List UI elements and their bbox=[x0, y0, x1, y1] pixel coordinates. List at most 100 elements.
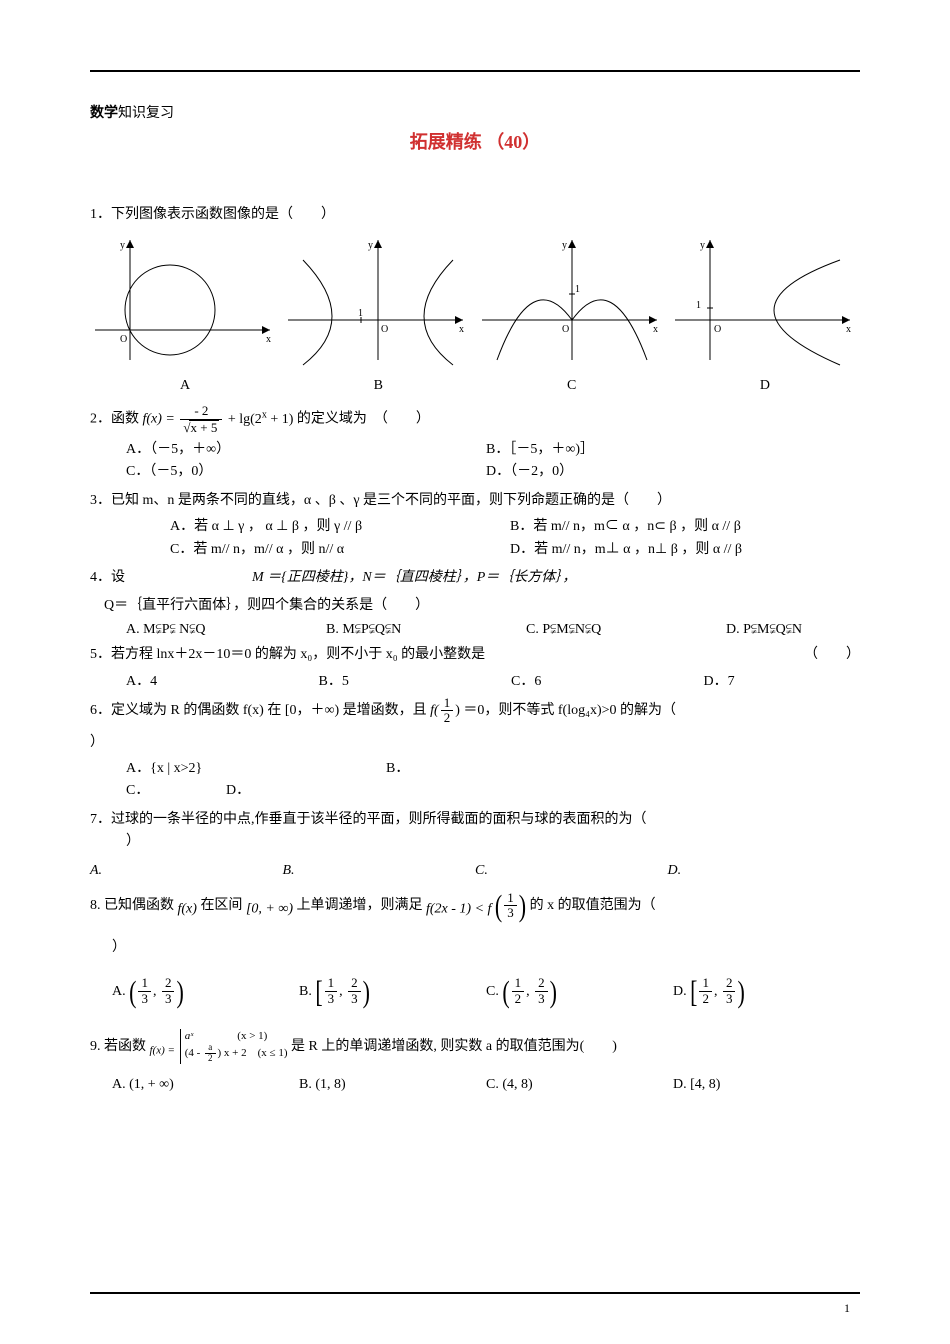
graph-c: y x O 1 bbox=[477, 230, 667, 370]
svg-text:O: O bbox=[381, 324, 388, 335]
q8-close: ） bbox=[112, 937, 860, 959]
q2-opt-a: A．（－5，＋∞） bbox=[126, 439, 446, 461]
q5-tail: （ ） bbox=[804, 644, 860, 666]
q4-line2: Q＝｛直平行六面体｝，则四个集合的关系是（ ） bbox=[104, 595, 860, 617]
graph-d: y x O 1 bbox=[670, 230, 860, 370]
q9-piecewise: aˣ (x > 1) (4 - a2) x + 2 (x ≤ 1) bbox=[180, 1029, 288, 1064]
q8-opt-b: B. [13, 23) bbox=[299, 974, 486, 1009]
q4-line1: 4．设 M ＝{正四棱柱}，N＝｛直四棱柱｝，P＝｛长方体｝， bbox=[90, 567, 860, 589]
q6-half: 12 bbox=[441, 696, 454, 726]
q8-opt-c: C. (12, 23) bbox=[486, 974, 673, 1009]
page-number: 1 bbox=[844, 1301, 850, 1316]
q2-den: √x + 5 bbox=[180, 420, 222, 435]
q2-log: + lg(2x + 1) bbox=[228, 412, 294, 427]
svg-text:x: x bbox=[653, 324, 658, 335]
q4-opt-d: D. P⫋M⫋Q⫋N bbox=[726, 622, 802, 638]
q5-opt-b: B．5 bbox=[319, 670, 512, 690]
label-a: A bbox=[90, 378, 280, 394]
q3-opt-c: C．若 m// n，m// α ，则 n// α bbox=[170, 539, 470, 561]
svg-text:1: 1 bbox=[575, 284, 580, 295]
svg-text:y: y bbox=[562, 240, 567, 251]
top-rule bbox=[90, 70, 860, 72]
q9-opt-a: A. (1, + ∞) bbox=[112, 1074, 299, 1096]
q6-opt-c: C． bbox=[126, 780, 186, 802]
q5-options: A．4 B．5 C．6 D．7 bbox=[126, 670, 896, 690]
q9-opt-d: D. [4, 8) bbox=[673, 1074, 860, 1096]
q5-opt-a: A．4 bbox=[126, 670, 319, 690]
label-c: C bbox=[477, 378, 667, 394]
q5-opt-c: C．6 bbox=[511, 670, 704, 690]
graph-labels: A B C D bbox=[90, 378, 860, 394]
q9-opt-c: C. (4, 8) bbox=[486, 1074, 673, 1096]
q6-stem: 6．定义域为 R 的偶函数 f(x) 在 [0，＋∞) 是增函数，且 f(12)… bbox=[90, 696, 860, 726]
q4-body: M ＝{正四棱柱}，N＝｛直四棱柱｝，P＝｛长方体｝， bbox=[252, 570, 576, 585]
svg-text:x: x bbox=[266, 334, 271, 345]
q2-suffix: 的定义域为 （ ） bbox=[297, 412, 430, 427]
q7-opt-c: C. bbox=[475, 860, 668, 882]
label-d: D bbox=[670, 378, 860, 394]
q2-fx: f(x) = bbox=[143, 412, 175, 427]
q6-opt-b: B． bbox=[386, 758, 409, 780]
q7-opt-a: A. bbox=[90, 860, 283, 882]
q6-opt-d: D． bbox=[226, 780, 250, 802]
q9-stem: 9. 若函数 f(x) = aˣ (x > 1) (4 - a2) x + 2 … bbox=[90, 1029, 860, 1064]
subject-bold: 数学 bbox=[90, 106, 118, 121]
q3-opt-a: A．若 α ⊥ γ ， α ⊥ β ，则 γ // β bbox=[170, 516, 470, 538]
q5-stem-row: 5．若方程 lnx＋2x－10＝0 的解为 x₀，则不小于 x₀ 的最小整数是 … bbox=[90, 644, 860, 666]
q7-opt-d: D. bbox=[668, 860, 861, 882]
q3-options: A．若 α ⊥ γ ， α ⊥ β ，则 γ // β B．若 m// n，m⊂… bbox=[170, 516, 860, 561]
q4-opt-a: A. M⫋P⫋ N⫋Q bbox=[126, 622, 286, 638]
q2-opt-c: C．（－5，0） bbox=[126, 461, 446, 483]
q2-opt-b: B．［－5，＋∞)］ bbox=[486, 439, 594, 461]
q2-num: - 2 bbox=[180, 404, 222, 419]
svg-text:O: O bbox=[714, 324, 721, 335]
q6-mid: ) ＝0，则不等式 f(log₄x)>0 的解为（ bbox=[455, 703, 676, 718]
graph-a: y x O bbox=[90, 230, 280, 370]
q8-options: A. (13, 23) B. [13, 23) C. (12, 23) D. [… bbox=[112, 974, 860, 1009]
q3-opt-b: B．若 m// n，m⊂ α ，n⊂ β ，则 α // β bbox=[510, 516, 741, 538]
q9-opt-b: B. (1, 8) bbox=[299, 1074, 486, 1096]
svg-text:O: O bbox=[120, 334, 127, 345]
q6-f: f( bbox=[430, 703, 439, 718]
q8-stem: 8. 已知偶函数 f(x) 在区间 [0, + ∞) 上单调递增，则满足 f(2… bbox=[90, 888, 860, 923]
q6-prefix: 6．定义域为 R 的偶函数 f(x) 在 [0，＋∞) 是增函数，且 bbox=[90, 703, 430, 718]
q7-stem: 7．过球的一条半径的中点,作垂直于该半径的平面，则所得截面的面积与球的表面积的为… bbox=[90, 809, 860, 854]
q3-stem: 3．已知 m、n 是两条不同的直线，α 、β 、γ 是三个不同的平面，则下列命题… bbox=[90, 490, 860, 512]
q7-opt-b: B. bbox=[283, 860, 476, 882]
svg-text:y: y bbox=[368, 240, 373, 251]
q6-opt-a: A．{x | x>2} bbox=[126, 758, 346, 780]
svg-text:O: O bbox=[562, 324, 569, 335]
main-title: 拓展精练 （40） bbox=[90, 128, 860, 154]
bottom-rule bbox=[90, 1292, 860, 1294]
subject-rest: 知识复习 bbox=[118, 106, 174, 121]
q8-onethird: 13 bbox=[504, 891, 517, 921]
doc-subject: 数学知识复习 bbox=[90, 102, 860, 122]
svg-text:y: y bbox=[700, 240, 705, 251]
q9-options: A. (1, + ∞) B. (1, 8) C. (4, 8) D. [4, 8… bbox=[112, 1074, 860, 1096]
q5-stem: 5．若方程 lnx＋2x－10＝0 的解为 x₀，则不小于 x₀ 的最小整数是 bbox=[90, 644, 804, 666]
q2-frac: - 2 √x + 5 bbox=[180, 404, 222, 435]
svg-text:x: x bbox=[846, 324, 851, 335]
q2-opt-d: D．（－2，0） bbox=[486, 461, 573, 483]
q2-options: A．（－5，＋∞） B．［－5，＋∞)］ C．（－5，0） D．（－2，0） bbox=[126, 439, 860, 484]
q2-stem: 2．函数 f(x) = - 2 √x + 5 + lg(2x + 1) 的定义域… bbox=[90, 404, 860, 435]
q4-opt-c: C. P⫋M⫋N⫋Q bbox=[526, 622, 686, 638]
svg-text:y: y bbox=[120, 240, 125, 251]
q2-prefix: 2．函数 bbox=[90, 412, 143, 427]
label-b: B bbox=[283, 378, 473, 394]
q3-opt-d: D．若 m// n，m⊥ α ，n⊥ β ，则 α // β bbox=[510, 539, 742, 561]
q8-opt-d: D. [12, 23) bbox=[673, 974, 860, 1009]
graph-b: y x O 1 bbox=[283, 230, 473, 370]
svg-text:1: 1 bbox=[696, 300, 701, 311]
q4-opt-b: B. M⫋P⫋Q⫋N bbox=[326, 622, 486, 638]
q4-options: A. M⫋P⫋ N⫋Q B. M⫋P⫋Q⫋N C. P⫋M⫋N⫋Q D. P⫋M… bbox=[126, 622, 860, 638]
q5-opt-d: D．7 bbox=[704, 670, 897, 690]
q8-opt-a: A. (13, 23) bbox=[112, 974, 299, 1009]
q4-prefix: 4．设 bbox=[90, 570, 125, 585]
q6-close: ） bbox=[90, 732, 860, 754]
graphs-row: y x O y x O 1 bbox=[90, 230, 860, 370]
q6-options: A．{x | x>2} B． C． D． bbox=[126, 758, 860, 803]
q1-stem: 1．下列图像表示函数图像的是（ ） bbox=[90, 204, 860, 226]
svg-text:x: x bbox=[459, 324, 464, 335]
q7-options: A. B. C. D. bbox=[90, 860, 860, 882]
